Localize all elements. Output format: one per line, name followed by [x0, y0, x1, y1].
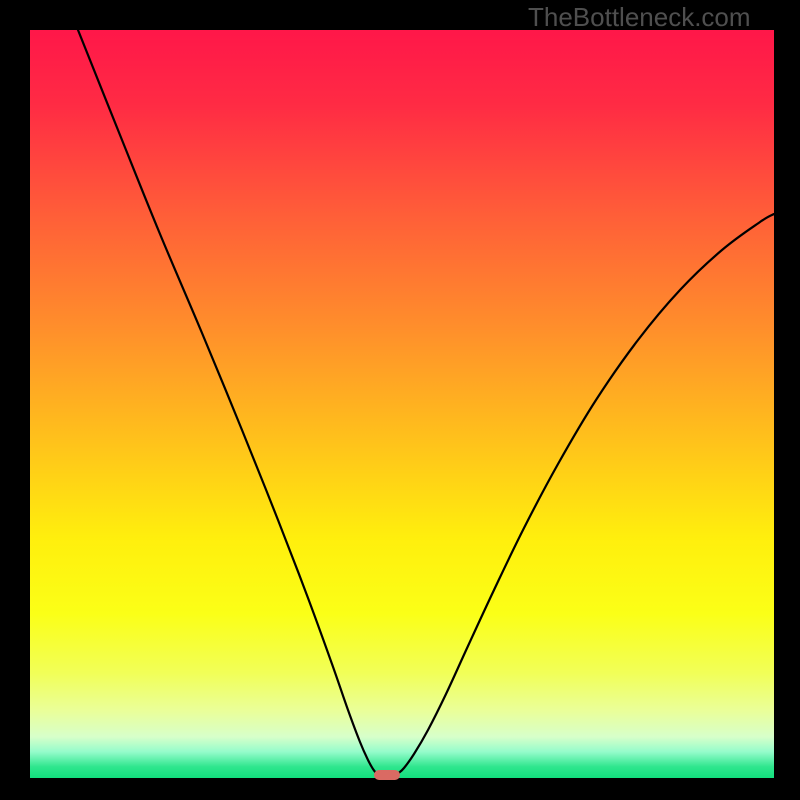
chart-outer-frame: TheBottleneck.com	[0, 0, 800, 800]
bottleneck-marker	[374, 770, 400, 780]
plot-area	[30, 30, 774, 778]
bottleneck-curve	[30, 30, 774, 778]
gradient-background	[30, 30, 774, 778]
attribution-watermark: TheBottleneck.com	[528, 2, 751, 33]
